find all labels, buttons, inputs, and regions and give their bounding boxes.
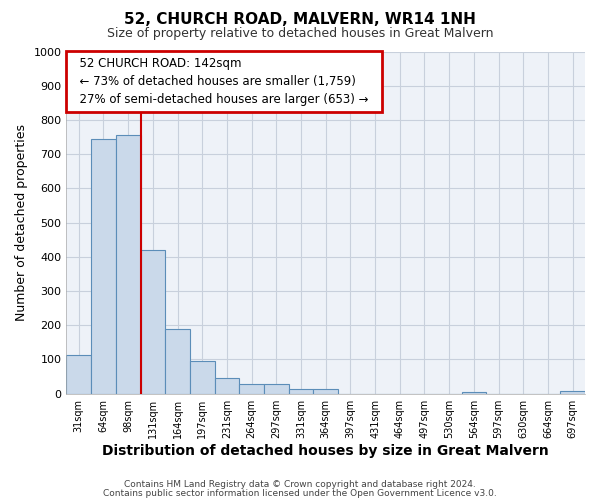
Text: 52, CHURCH ROAD, MALVERN, WR14 1NH: 52, CHURCH ROAD, MALVERN, WR14 1NH	[124, 12, 476, 28]
Y-axis label: Number of detached properties: Number of detached properties	[15, 124, 28, 321]
Bar	[313, 388, 338, 394]
Bar	[67, 355, 91, 394]
Bar	[116, 136, 140, 394]
Bar	[215, 378, 239, 394]
Bar	[239, 384, 264, 394]
Bar	[289, 388, 313, 394]
X-axis label: Distribution of detached houses by size in Great Malvern: Distribution of detached houses by size …	[103, 444, 549, 458]
Bar	[165, 328, 190, 394]
Bar	[140, 250, 165, 394]
Bar	[461, 392, 486, 394]
Bar	[560, 392, 585, 394]
Bar	[91, 139, 116, 394]
Text: Contains HM Land Registry data © Crown copyright and database right 2024.: Contains HM Land Registry data © Crown c…	[124, 480, 476, 489]
Text: Contains public sector information licensed under the Open Government Licence v3: Contains public sector information licen…	[103, 488, 497, 498]
Text: 52 CHURCH ROAD: 142sqm
  ← 73% of detached houses are smaller (1,759)
  27% of s: 52 CHURCH ROAD: 142sqm ← 73% of detached…	[71, 56, 376, 106]
Bar	[190, 360, 215, 394]
Bar	[264, 384, 289, 394]
Text: Size of property relative to detached houses in Great Malvern: Size of property relative to detached ho…	[107, 28, 493, 40]
